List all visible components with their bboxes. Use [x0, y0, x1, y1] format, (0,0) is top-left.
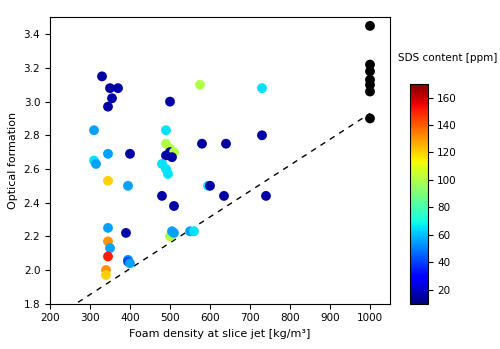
Point	[114, 86, 122, 91]
Point	[258, 133, 266, 138]
Point	[104, 151, 112, 157]
Point	[170, 203, 178, 209]
Point	[164, 171, 172, 177]
Point	[104, 178, 112, 184]
Point	[122, 230, 130, 236]
Point	[104, 225, 112, 231]
Point	[126, 151, 134, 157]
Point	[104, 104, 112, 110]
Point	[104, 254, 112, 259]
Point	[106, 86, 114, 91]
Point	[166, 149, 174, 155]
Point	[168, 154, 176, 160]
Point	[198, 141, 206, 147]
Point	[262, 193, 270, 199]
Point	[366, 89, 374, 94]
Point	[186, 229, 194, 234]
Point	[166, 146, 174, 151]
Point	[104, 239, 112, 244]
Point	[162, 127, 170, 133]
Point	[170, 149, 178, 155]
Point	[126, 260, 134, 266]
Point	[162, 166, 170, 172]
Point	[366, 62, 374, 67]
Point	[102, 267, 110, 273]
Y-axis label: Optical formation: Optical formation	[8, 112, 18, 209]
Point	[204, 183, 212, 188]
Point	[98, 74, 106, 79]
Point	[190, 229, 198, 234]
Point	[366, 77, 374, 82]
Point	[106, 245, 114, 251]
Point	[196, 82, 204, 88]
X-axis label: Foam density at slice jet [kg/m³]: Foam density at slice jet [kg/m³]	[130, 329, 310, 339]
Point	[206, 183, 214, 188]
Point	[366, 68, 374, 74]
Point	[220, 193, 228, 199]
Point	[366, 82, 374, 88]
Point	[162, 153, 170, 158]
Point	[366, 23, 374, 29]
Point	[124, 259, 132, 264]
Point	[166, 99, 174, 104]
Point	[168, 229, 176, 234]
Point	[170, 230, 178, 236]
Point	[158, 193, 166, 199]
Point	[124, 183, 132, 188]
Point	[222, 141, 230, 147]
Point	[124, 257, 132, 263]
Point	[166, 233, 174, 239]
Point	[108, 96, 116, 101]
Point	[158, 161, 166, 167]
Point	[366, 116, 374, 121]
Point	[90, 158, 98, 163]
Point	[92, 161, 100, 167]
Text: SDS content [ppm]: SDS content [ppm]	[398, 53, 497, 63]
Point	[102, 272, 110, 278]
Point	[90, 127, 98, 133]
Point	[162, 141, 170, 147]
Point	[258, 86, 266, 91]
